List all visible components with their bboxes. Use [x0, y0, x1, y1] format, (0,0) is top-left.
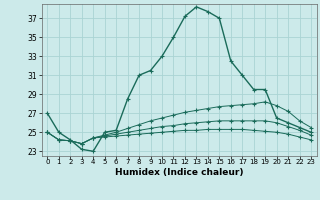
X-axis label: Humidex (Indice chaleur): Humidex (Indice chaleur)	[115, 168, 244, 177]
